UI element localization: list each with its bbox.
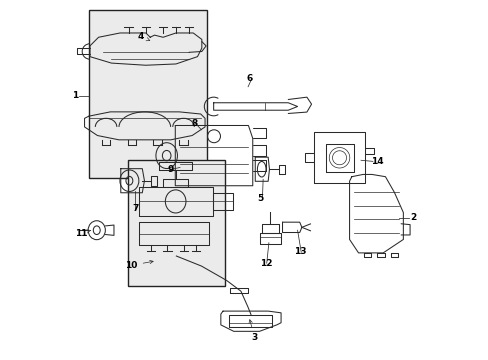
Text: 1: 1 xyxy=(72,91,78,100)
Text: 7: 7 xyxy=(132,204,138,213)
Text: 12: 12 xyxy=(259,259,272,268)
Text: 14: 14 xyxy=(370,157,383,166)
Text: 2: 2 xyxy=(410,213,416,222)
Bar xyxy=(88,10,206,178)
Text: 10: 10 xyxy=(125,260,153,270)
Text: 9: 9 xyxy=(167,165,174,174)
Text: 4: 4 xyxy=(137,32,149,41)
Text: 13: 13 xyxy=(293,247,305,256)
Text: 8: 8 xyxy=(191,119,197,128)
Text: 6: 6 xyxy=(246,75,252,84)
Text: 11: 11 xyxy=(75,229,90,238)
Text: 3: 3 xyxy=(248,320,257,342)
Text: 5: 5 xyxy=(257,194,263,203)
Bar xyxy=(128,160,224,286)
